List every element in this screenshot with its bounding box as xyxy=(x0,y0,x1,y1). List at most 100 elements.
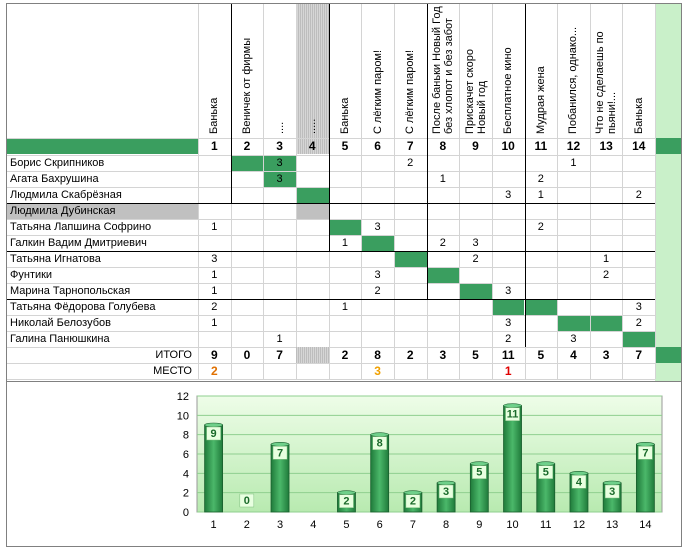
x-tick-label: 13 xyxy=(606,519,618,531)
vote-value: 2 xyxy=(635,317,642,329)
vote-value: 1 xyxy=(570,157,577,169)
vote-value: 1 xyxy=(276,333,283,345)
vote-value: 3 xyxy=(276,157,283,169)
total-value: 7 xyxy=(276,348,283,362)
place-label: МЕСТО xyxy=(153,365,192,377)
column-title: Бесплатное кино xyxy=(502,47,515,134)
grid-line xyxy=(7,235,656,236)
grid-line xyxy=(263,4,265,379)
own-song-cell xyxy=(263,155,296,171)
vote-value: 3 xyxy=(472,237,479,249)
y-tick-label: 0 xyxy=(183,507,189,519)
grid-line xyxy=(7,331,656,332)
data-label: 3 xyxy=(609,486,615,498)
voter-name: Борис Скрипников xyxy=(10,157,105,169)
grid-line xyxy=(7,379,656,380)
group-border xyxy=(328,4,330,251)
data-label-box xyxy=(272,446,288,460)
bar-chart-svg: 0 2 4 6 8 10 12 1 9 2 0 3 7 4 5 2 6 8 7 2 8 3 9 5 10 11 11 5 12 4 13 3 1… xyxy=(177,391,663,531)
column-4-shade xyxy=(295,4,329,154)
grid-line xyxy=(7,187,656,188)
total-value: 8 xyxy=(374,348,381,362)
own-song-cell xyxy=(459,283,492,299)
grid-line xyxy=(491,4,493,379)
total-value: 2 xyxy=(406,348,414,362)
voting-table: Банька 1 Веничек от фирмы 2.... 3..... 4 Баньк… xyxy=(6,3,682,382)
grid-line xyxy=(7,347,656,348)
right-edge-column xyxy=(655,4,681,381)
column-title: Банька xyxy=(338,97,351,134)
data-label: 0 xyxy=(244,495,250,507)
voter-name: Фунтики xyxy=(10,269,53,281)
grid-line xyxy=(7,283,656,284)
column-title: Побанился, однако... xyxy=(567,26,580,134)
voter-name: Татьяна Игнатова xyxy=(10,253,101,265)
vote-value: 1 xyxy=(211,317,218,329)
group-border xyxy=(426,4,428,299)
grid-line xyxy=(655,4,657,379)
bar-top xyxy=(503,403,522,408)
total-value: 4 xyxy=(570,348,577,362)
column-title: Прискачет скоро xyxy=(463,49,476,134)
total-value: 11 xyxy=(501,348,515,362)
vote-value: 2 xyxy=(439,237,446,249)
x-tick-label: 14 xyxy=(639,519,651,531)
vote-value: 3 xyxy=(505,189,512,201)
voter-name: Агата Бахрушина xyxy=(10,173,99,185)
column-number: 12 xyxy=(566,139,581,153)
bar xyxy=(503,405,522,513)
grid-line xyxy=(589,4,591,379)
bar-top xyxy=(602,480,622,486)
x-tick-label: 7 xyxy=(410,519,416,531)
right-edge-marker xyxy=(655,347,681,363)
total-value: 2 xyxy=(341,348,349,362)
column-title: без хлопот и без забот xyxy=(442,18,455,134)
vote-value: 1 xyxy=(341,237,348,249)
data-label-box xyxy=(638,446,653,460)
data-label: 3 xyxy=(443,486,449,498)
x-tick-label: 6 xyxy=(377,519,383,531)
data-label: 8 xyxy=(377,438,383,450)
group-border xyxy=(230,4,232,203)
x-tick-label: 9 xyxy=(476,519,482,531)
grid-line xyxy=(361,4,363,379)
column-title: После баньки Новый Год xyxy=(430,6,443,134)
column-title: ..... xyxy=(306,118,319,134)
column-number: 11 xyxy=(534,139,548,153)
header-green-bar xyxy=(7,138,198,154)
x-tick-label: 4 xyxy=(310,519,316,531)
grid-line xyxy=(7,267,656,268)
own-song-cell xyxy=(393,251,427,267)
grid-line xyxy=(295,4,297,379)
y-tick-label: 4 xyxy=(183,468,189,480)
total-value: 5 xyxy=(537,348,545,362)
x-tick-label: 2 xyxy=(244,519,250,531)
grid-line xyxy=(7,171,656,172)
grid-line xyxy=(459,4,461,379)
data-label: 5 xyxy=(543,467,549,479)
x-tick-label: 10 xyxy=(506,519,518,531)
data-label-box xyxy=(438,484,454,499)
vote-value: 3 xyxy=(374,221,381,233)
right-edge-marker xyxy=(655,138,681,154)
vote-value: 1 xyxy=(341,301,348,313)
column-title: Веничек от фирмы xyxy=(240,37,253,134)
vote-value: 3 xyxy=(374,269,381,281)
column-number: 6 xyxy=(374,139,381,153)
grid-line xyxy=(7,363,656,364)
column-number: 5 xyxy=(341,139,349,153)
total-value: 0 xyxy=(243,348,251,362)
column-number: 14 xyxy=(632,139,646,153)
bar-top xyxy=(636,442,655,447)
column-number: 7 xyxy=(406,139,414,153)
column-title: С лёгким паром! xyxy=(371,49,384,134)
row-shade xyxy=(295,203,329,219)
grid-line xyxy=(7,219,656,220)
totals-label: ИТОГО xyxy=(155,349,192,361)
data-label: 7 xyxy=(277,447,283,459)
grid-line xyxy=(7,155,656,156)
voter-name: Галина Панюшкина xyxy=(10,333,110,345)
column-title: С лёгким паром! xyxy=(404,49,417,134)
data-label-box xyxy=(505,407,520,421)
column-number: 3 xyxy=(276,139,283,153)
